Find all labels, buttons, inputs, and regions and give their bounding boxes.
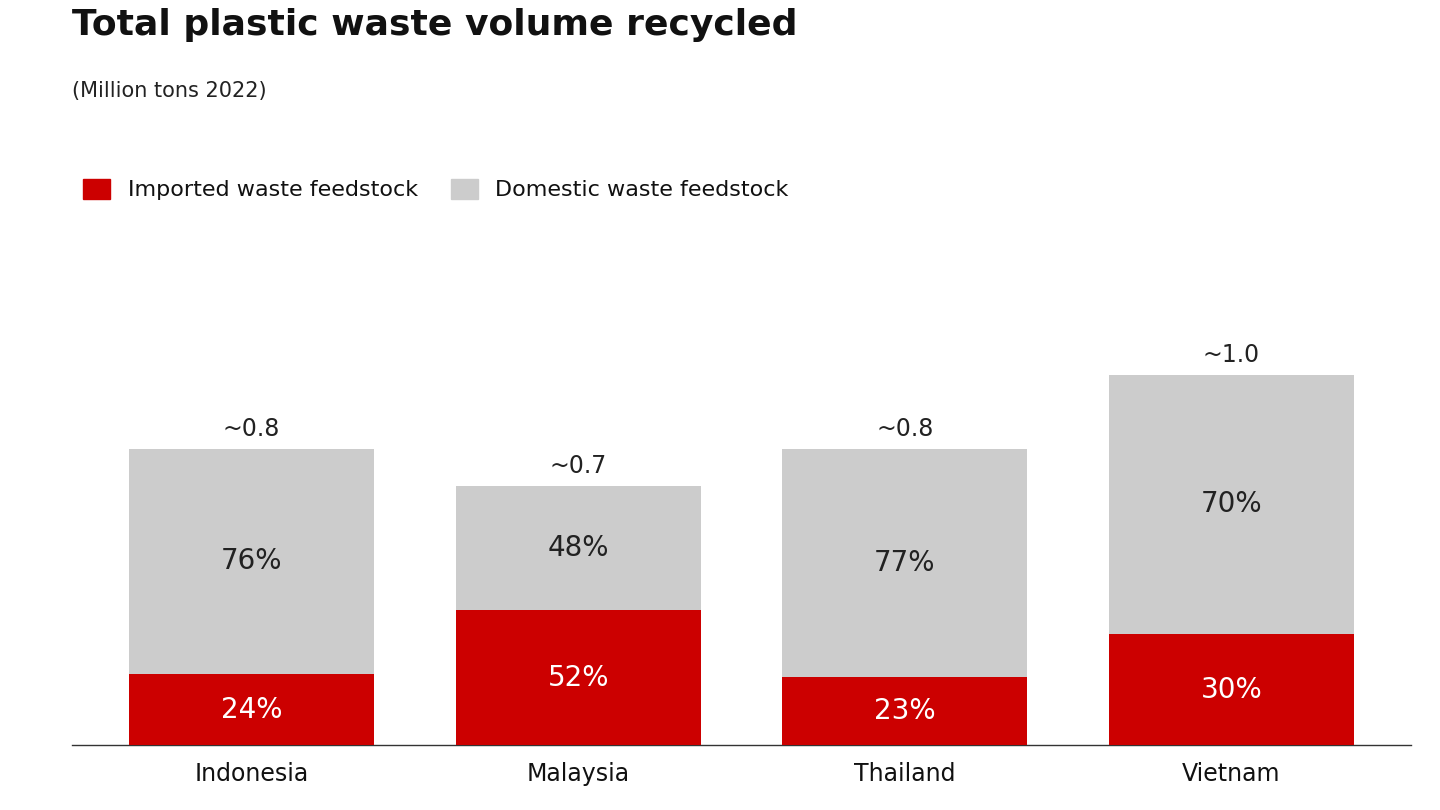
Legend: Imported waste feedstock, Domestic waste feedstock: Imported waste feedstock, Domestic waste… bbox=[84, 179, 789, 200]
Text: 70%: 70% bbox=[1201, 490, 1263, 518]
Bar bbox=[1109, 634, 1354, 745]
Text: (Million tons 2022): (Million tons 2022) bbox=[72, 81, 266, 101]
Text: 30%: 30% bbox=[1201, 676, 1263, 704]
Text: ~1.0: ~1.0 bbox=[1202, 343, 1260, 367]
Text: 23%: 23% bbox=[874, 697, 936, 725]
Text: ~0.8: ~0.8 bbox=[876, 417, 933, 441]
Text: 77%: 77% bbox=[874, 549, 936, 577]
Bar bbox=[782, 677, 1027, 745]
Text: Total plastic waste volume recycled: Total plastic waste volume recycled bbox=[72, 8, 798, 42]
Text: 24%: 24% bbox=[220, 696, 282, 723]
Text: 52%: 52% bbox=[547, 663, 609, 692]
Bar bbox=[1109, 374, 1354, 634]
Text: ~0.8: ~0.8 bbox=[223, 417, 281, 441]
Bar bbox=[782, 449, 1027, 677]
Text: 76%: 76% bbox=[220, 548, 282, 575]
Bar bbox=[130, 449, 374, 674]
Bar bbox=[130, 674, 374, 745]
Bar bbox=[456, 486, 701, 610]
Text: 48%: 48% bbox=[547, 534, 609, 562]
Bar bbox=[456, 610, 701, 745]
Text: ~0.7: ~0.7 bbox=[550, 454, 606, 479]
